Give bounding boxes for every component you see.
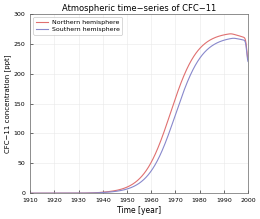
Southern hemisphere: [232, 37, 235, 40]
Southern hemisphere: [51, 192, 54, 194]
Northern hemisphere: [29, 192, 32, 194]
Line: Northern hemisphere: Northern hemisphere: [30, 34, 248, 193]
Legend: Northern hemisphere, Southern hemisphere: Northern hemisphere, Southern hemisphere: [34, 17, 122, 35]
Northern hemisphere: [199, 47, 202, 49]
X-axis label: Time [year]: Time [year]: [117, 206, 161, 215]
Northern hemisphere: [178, 85, 181, 87]
Northern hemisphere: [246, 58, 250, 61]
Title: Atmospheric time−series of CFC−11: Atmospheric time−series of CFC−11: [62, 4, 216, 13]
Northern hemisphere: [117, 189, 120, 191]
Southern hemisphere: [199, 57, 202, 59]
Northern hemisphere: [203, 43, 206, 46]
Northern hemisphere: [229, 32, 232, 35]
Y-axis label: CFC−11 concentration [ppt]: CFC−11 concentration [ppt]: [4, 54, 11, 153]
Northern hemisphere: [125, 186, 128, 189]
Northern hemisphere: [51, 192, 54, 194]
Southern hemisphere: [29, 192, 32, 194]
Southern hemisphere: [125, 188, 128, 191]
Southern hemisphere: [178, 101, 181, 103]
Southern hemisphere: [246, 60, 250, 63]
Southern hemisphere: [117, 190, 120, 192]
Line: Southern hemisphere: Southern hemisphere: [30, 38, 248, 193]
Southern hemisphere: [203, 51, 206, 54]
